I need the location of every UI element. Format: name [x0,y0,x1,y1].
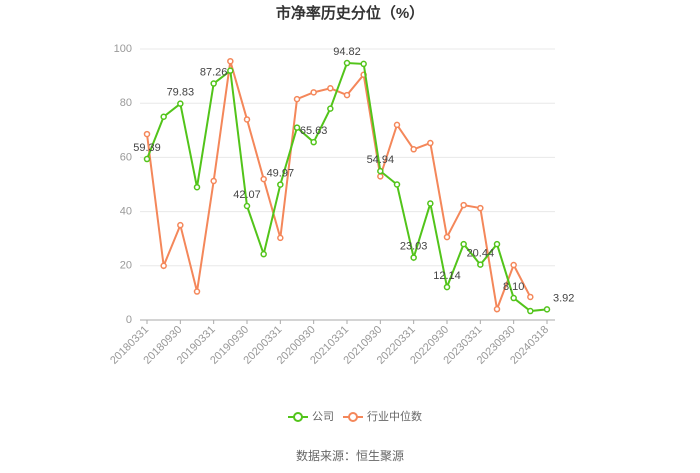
point [477,261,484,268]
legend-label: 行业中位数 [367,409,422,423]
point [343,91,351,99]
series-line [146,62,548,313]
point [410,146,417,153]
y-tick-label: 0 [126,314,132,326]
point [143,130,151,138]
point [327,105,334,112]
point [477,204,484,212]
point [443,283,451,291]
point [260,250,267,258]
point [177,100,184,107]
y-tick-label: 20 [120,260,132,272]
point [210,177,217,185]
value-label: 54.94 [367,154,395,166]
value-label: 79.83 [167,87,195,99]
value-label: 8.10 [503,281,524,293]
point [227,57,234,65]
point [227,67,234,74]
point [243,116,251,123]
value-label: 59.39 [133,142,161,154]
y-tick-label: 100 [114,43,132,55]
point [310,89,317,96]
point [277,234,284,242]
point [377,173,384,180]
point [527,307,534,315]
point [543,306,551,313]
point [377,167,384,175]
point [293,124,301,131]
point [310,138,317,146]
point [443,233,451,241]
value-label: 20.44 [467,248,495,260]
value-label: 42.07 [233,189,261,201]
y-tick-label: 80 [120,97,132,109]
legend-label: 公司 [312,411,334,423]
point [493,240,501,248]
y-tick-label: 60 [120,151,132,163]
point [343,59,351,67]
point [360,60,367,68]
point [410,254,417,261]
point [427,139,434,147]
source: 数据来源：恒生聚源 [296,448,404,463]
value-label: 12.14 [433,270,461,282]
y-tick-label: 40 [120,206,132,218]
legend-marker [348,412,358,422]
point [510,294,517,302]
point [193,288,201,295]
point [210,80,217,87]
series-line [146,60,532,314]
point [243,202,251,210]
point [527,293,534,301]
point [393,121,401,129]
point [260,175,267,183]
point [143,155,151,163]
point [160,262,167,270]
point [193,183,201,191]
point [460,240,467,248]
point [427,200,434,207]
point [177,221,184,229]
value-label: 65.63 [300,125,328,137]
point [493,305,501,313]
value-label: 23.03 [400,240,428,252]
point [460,201,467,209]
point [327,85,334,92]
chart-title: 市净率历史分位（%） [276,4,424,22]
value-label: 94.82 [333,46,361,58]
point [160,113,167,120]
point [510,261,517,269]
point [393,181,401,188]
point [293,95,301,103]
value-label: 49.97 [267,167,295,179]
value-label: 87.26 [200,66,228,78]
value-label: 3.92 [553,292,574,304]
point [277,181,284,188]
legend-marker [293,412,303,422]
